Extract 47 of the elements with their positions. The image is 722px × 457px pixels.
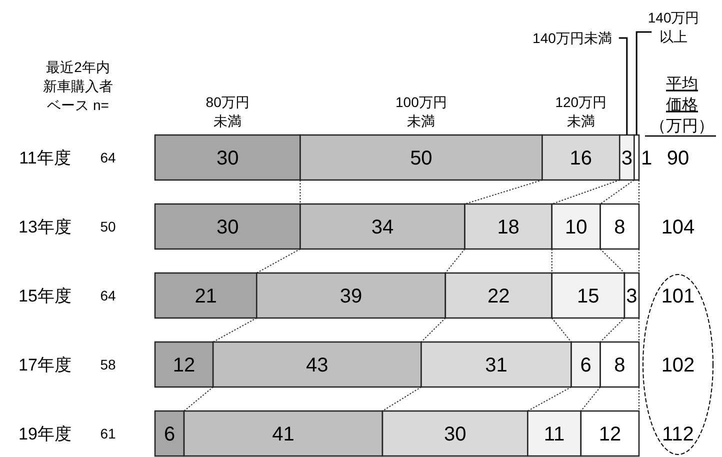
text: 58 [100, 356, 116, 373]
text: 64 [100, 288, 116, 304]
data-label: 8 [614, 354, 626, 377]
text: 112 [662, 424, 694, 446]
data-label: 3 [626, 286, 638, 308]
series-label: 120万円未満 [555, 94, 607, 130]
data-label: 43 [306, 354, 328, 377]
data-label: 16 [570, 148, 592, 170]
data-label: 10 [564, 216, 588, 239]
y-tick-label: 15年度 [18, 286, 72, 306]
text: 61 [100, 426, 116, 442]
y-tick-label: 11年度 [19, 148, 71, 168]
text: 50 [100, 218, 116, 235]
text: 102 [661, 354, 695, 377]
data-label: 3 [621, 148, 632, 170]
text: 90 [666, 148, 690, 170]
data-label: 12 [172, 354, 196, 377]
text: 140万円未満 [532, 30, 612, 46]
data-label: 21 [194, 286, 217, 308]
data-label: 39 [340, 286, 362, 308]
data-label: 1 [641, 148, 652, 170]
data-label: 22 [488, 286, 510, 308]
data-label: 6 [164, 424, 176, 446]
data-label: 41 [272, 424, 294, 446]
data-label: 8 [614, 216, 626, 239]
y-tick-label: 13年度 [18, 218, 72, 237]
data-label: 18 [497, 216, 520, 239]
data-label: 30 [444, 424, 466, 446]
data-label: 30 [216, 216, 239, 239]
text: 最近2年内新車購入者ベース n= [43, 59, 113, 114]
y-tick-label: 19年度 [18, 424, 72, 444]
series-label: 80万円未満 [206, 94, 250, 130]
data-label: 15 [577, 286, 600, 308]
data-label: 30 [216, 148, 239, 170]
data-label: 34 [371, 216, 394, 239]
data-label: 12 [598, 424, 622, 446]
data-label: 31 [485, 354, 508, 377]
text: 64 [100, 150, 116, 166]
text: 104 [661, 216, 695, 239]
text: 平均価格（万円） [650, 76, 714, 135]
data-label: 50 [410, 148, 432, 170]
data-label: 6 [580, 354, 592, 377]
text: 101 [661, 286, 695, 308]
data-label: 11 [544, 424, 565, 446]
text: 140万円以上 [648, 10, 700, 45]
y-tick-label: 17年度 [18, 356, 72, 375]
series-label: 100万円未満 [396, 94, 447, 130]
